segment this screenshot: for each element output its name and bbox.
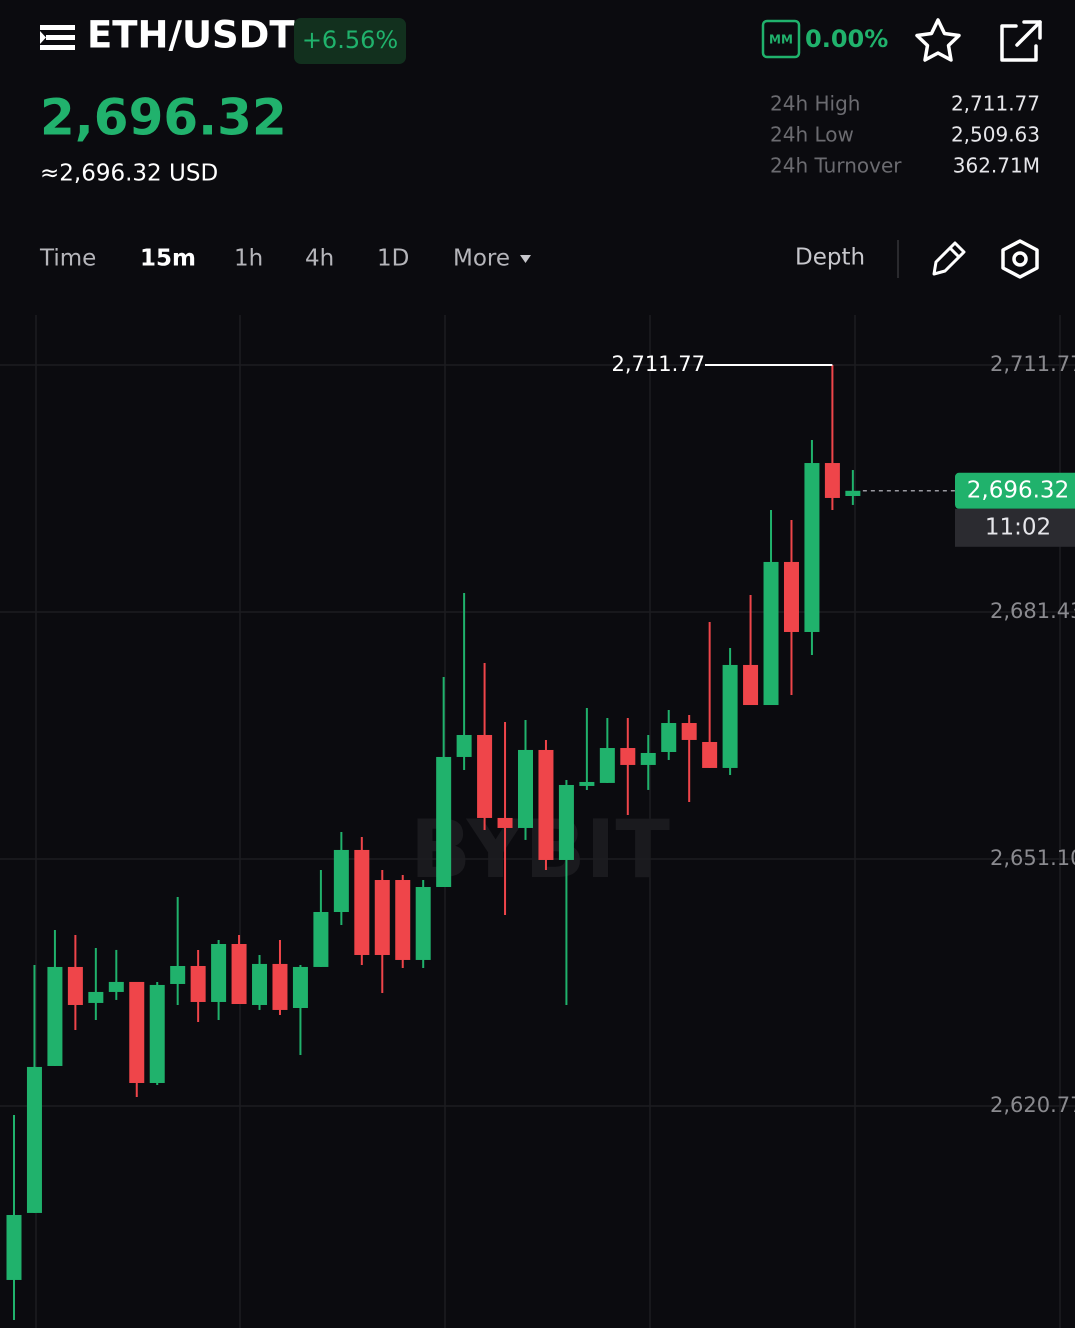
favorite-icon[interactable] <box>915 18 961 62</box>
stats: 24h High 2,711.77 24h Low 2,509.63 24h Turno… <box>770 92 1040 178</box>
candle-body <box>538 749 554 860</box>
candle-body <box>6 1214 22 1280</box>
stat-value: 2,711.77 <box>951 92 1040 116</box>
candle-body <box>845 490 861 497</box>
current-price-tag <box>955 472 1075 509</box>
draw-icon[interactable] <box>932 241 966 276</box>
y-tick-label: 2,620.77 <box>990 1093 1075 1117</box>
more-caret <box>520 255 531 263</box>
candle-body <box>211 944 227 1002</box>
stat-label: 24h Low <box>770 123 854 147</box>
candle-body <box>26 1066 42 1213</box>
interval-tab[interactable]: More <box>453 246 510 272</box>
candle-body <box>88 991 104 1003</box>
candle-body <box>599 748 615 783</box>
interval-tab[interactable]: 15m <box>140 246 196 272</box>
candle-body <box>783 561 799 632</box>
countdown-tag <box>955 508 1075 547</box>
mm-box <box>761 19 801 59</box>
candle-body <box>108 981 124 992</box>
candle-body <box>743 664 759 706</box>
interval-tab[interactable]: 1D <box>377 246 409 272</box>
candle-body <box>47 966 63 1066</box>
settings-icon[interactable] <box>1001 239 1039 279</box>
candle-body <box>170 965 186 984</box>
stat-value: 362.71M <box>953 154 1040 178</box>
candle-body <box>558 784 574 860</box>
candle-body <box>272 963 288 1010</box>
candle-body <box>702 741 718 768</box>
candle-body <box>804 463 820 632</box>
candle-body <box>415 887 431 960</box>
candle-body <box>190 965 206 1002</box>
stat-label: 24h Turnover <box>770 154 902 178</box>
candle-body <box>456 734 472 757</box>
candle-body <box>374 880 390 955</box>
current-price-label: 2,696.32 <box>967 477 1069 503</box>
countdown-label: 11:02 <box>985 514 1051 540</box>
price-usd: ≈2,696.32 USD <box>40 161 218 187</box>
change-text: +6.56% <box>302 26 398 54</box>
candle-body <box>67 966 83 1005</box>
candle-body <box>579 781 595 786</box>
interval-tab[interactable]: 4h <box>305 246 334 272</box>
pair-title[interactable]: ETH/USDT <box>87 14 295 57</box>
candle-body <box>231 944 247 1005</box>
y-tick-label: 2,681.43 <box>990 599 1075 623</box>
candle-body <box>824 463 840 498</box>
stat-value: 2,509.63 <box>951 123 1040 147</box>
tab-separator <box>897 240 899 278</box>
stat-label: 24h High <box>770 92 860 116</box>
depth-tab[interactable]: Depth <box>795 245 865 271</box>
candle-body <box>354 849 370 955</box>
candle-body <box>333 849 349 913</box>
candle-body <box>518 749 533 828</box>
interval-tab[interactable]: Time <box>39 246 96 272</box>
mm-badge: MM <box>769 33 793 47</box>
y-tick-label: 2,711.77 <box>990 352 1075 376</box>
change-badge <box>294 18 406 64</box>
candle-body <box>497 817 513 828</box>
share-icon[interactable] <box>1000 20 1042 62</box>
mm-value: 0.00% <box>805 25 888 53</box>
candle-body <box>313 912 329 967</box>
candle-body <box>149 984 165 1083</box>
menu-icon[interactable] <box>40 25 75 50</box>
candle-body <box>395 880 411 960</box>
candle-body <box>436 756 452 888</box>
candle-body <box>129 981 145 1083</box>
candle-body <box>292 966 308 1009</box>
y-tick-label: 2,651.10 <box>990 846 1075 870</box>
candle-body <box>722 664 738 768</box>
candle-body <box>477 734 493 818</box>
candle-body <box>763 561 779 706</box>
last-price: 2,696.32 <box>40 89 287 147</box>
interval-tab[interactable]: 1h <box>234 246 263 272</box>
high-marker-label: 2,711.77 <box>611 352 705 376</box>
candle-body <box>640 752 656 765</box>
candle-body <box>252 963 268 1005</box>
interval-tabs: Time 15m 1h 4h 1D More <box>39 246 510 272</box>
candle-body <box>681 723 697 740</box>
candlestick-chart: 2,711.77 2,681.43 2,651.10 2,620.77 2,711.77… <box>0 352 1075 1320</box>
candle-body <box>661 723 677 753</box>
candle-body <box>620 748 636 765</box>
